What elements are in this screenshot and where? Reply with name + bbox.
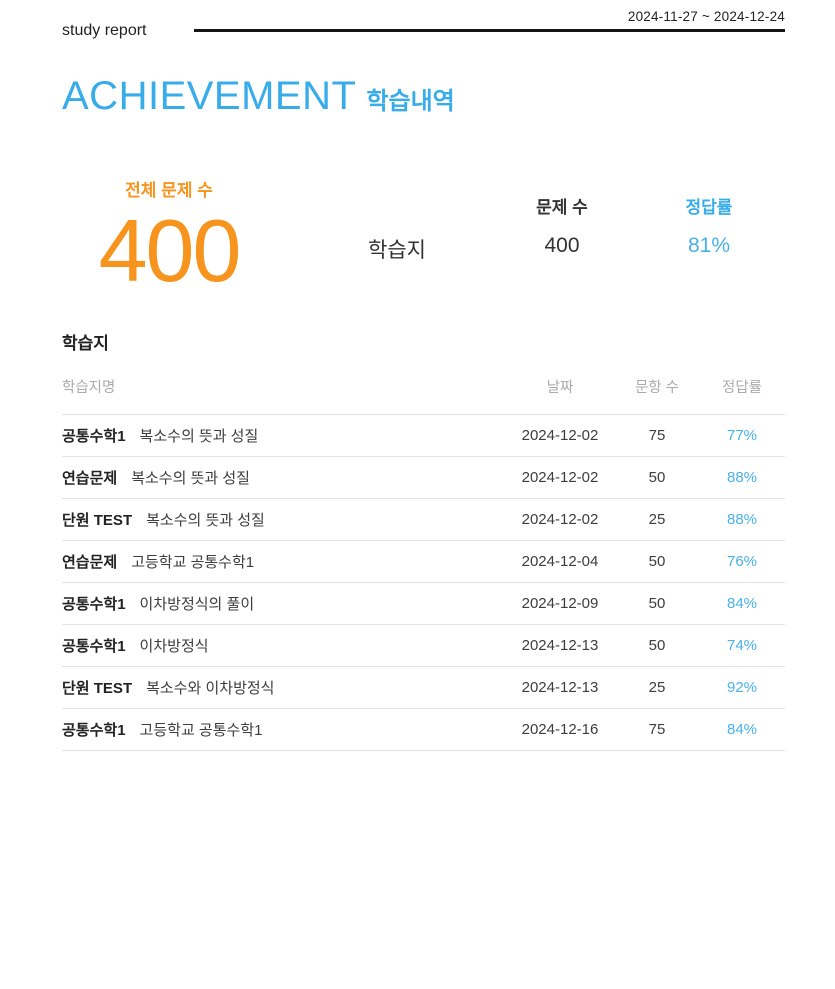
- row-date: 2024-12-16: [521, 721, 599, 738]
- row-type: 단원 TEST: [62, 680, 133, 697]
- row-title: 복소수의 뜻과 성질: [139, 428, 259, 445]
- row-count: 25: [648, 511, 666, 528]
- worksheet-table-section: 학습지 학습지명 날짜 문항 수 정답률 공통수학1 복소수의 뜻과 성질 202…: [62, 329, 785, 751]
- summary-accuracy-value: 81%: [687, 234, 731, 257]
- column-header-date: 날짜: [546, 380, 574, 396]
- row-type: 단원 TEST: [62, 512, 133, 529]
- table-row: 연습문제 복소수의 뜻과 성질 2024-12-02 50 88%: [62, 457, 785, 499]
- row-type: 공통수학1: [62, 596, 126, 613]
- report-date-range: 2024-11-27 ~ 2024-12-24: [627, 9, 785, 24]
- summary-accuracy-header: 정답률: [685, 198, 733, 217]
- row-count: 25: [648, 679, 666, 696]
- header-rule: [194, 28, 785, 32]
- row-title: 고등학교 공통수학1: [131, 554, 255, 571]
- row-accuracy: 92%: [726, 679, 758, 696]
- page-title: ACHIEVEMENT 학습내역: [62, 74, 455, 119]
- row-accuracy: 84%: [726, 595, 758, 612]
- summary-count-header: 문제 수: [536, 198, 588, 217]
- row-title: 이차방정식의 풀이: [139, 596, 255, 613]
- row-date: 2024-12-13: [521, 679, 599, 696]
- row-type: 공통수학1: [62, 638, 126, 655]
- column-header-name: 학습지명: [62, 380, 116, 396]
- row-count: 50: [648, 595, 666, 612]
- page-title-sub: 학습내역: [366, 88, 455, 115]
- row-type: 공통수학1: [62, 428, 126, 445]
- row-count: 75: [648, 427, 666, 444]
- row-type: 공통수학1: [62, 722, 126, 739]
- table-row: 단원 TEST 복소수와 이차방정식 2024-12-13 25 92%: [62, 667, 785, 709]
- row-date: 2024-12-02: [521, 469, 599, 486]
- row-title: 이차방정식: [139, 638, 209, 655]
- row-count: 50: [648, 553, 666, 570]
- row-accuracy: 76%: [726, 553, 758, 570]
- row-title: 복소수의 뜻과 성질: [131, 470, 250, 487]
- column-header-accuracy: 정답률: [721, 380, 763, 396]
- row-count: 50: [648, 637, 666, 654]
- table-row: 공통수학1 복소수의 뜻과 성질 2024-12-02 75 77%: [62, 415, 785, 457]
- row-count: 50: [648, 469, 666, 486]
- worksheet-section-title: 학습지: [62, 334, 109, 353]
- row-type: 연습문제: [62, 470, 118, 487]
- row-date: 2024-12-04: [521, 553, 599, 570]
- table-row: 공통수학1 이차방정식 2024-12-13 50 74%: [62, 625, 785, 667]
- row-accuracy: 77%: [726, 427, 758, 444]
- row-date: 2024-12-13: [521, 637, 599, 654]
- row-accuracy: 88%: [726, 511, 758, 528]
- row-accuracy: 84%: [726, 721, 758, 738]
- summary-section: 전체 문제 수 400 학습지 문제 수 400 정답률 81%: [0, 176, 835, 296]
- row-title: 복소수의 뜻과 성질: [146, 512, 265, 529]
- page-title-main: ACHIEVEMENT: [62, 74, 357, 118]
- row-count: 75: [648, 721, 666, 738]
- table-header-row: 학습지명 날짜 문항 수 정답률: [62, 376, 785, 415]
- table-row: 공통수학1 고등학교 공통수학1 2024-12-16 75 84%: [62, 709, 785, 751]
- report-header: study report: [62, 22, 785, 40]
- row-accuracy: 74%: [726, 637, 758, 654]
- row-date: 2024-12-02: [521, 511, 599, 528]
- table-row: 연습문제 고등학교 공통수학1 2024-12-04 50 76%: [62, 541, 785, 583]
- summary-row-label: 학습지: [368, 239, 426, 262]
- summary-count-value: 400: [544, 234, 580, 257]
- row-type: 연습문제: [62, 554, 118, 571]
- total-questions-value: 400: [98, 201, 242, 300]
- report-label: study report: [62, 22, 147, 39]
- table-row: 공통수학1 이차방정식의 풀이 2024-12-09 50 84%: [62, 583, 785, 625]
- row-date: 2024-12-02: [521, 427, 599, 444]
- row-title: 고등학교 공통수학1: [139, 722, 263, 739]
- column-header-count: 문항 수: [634, 380, 680, 396]
- total-questions-block: 전체 문제 수 400: [88, 176, 250, 295]
- table-row: 단원 TEST 복소수의 뜻과 성질 2024-12-02 25 88%: [62, 499, 785, 541]
- row-title: 복소수와 이차방정식: [146, 680, 275, 697]
- total-questions-label: 전체 문제 수: [125, 181, 213, 200]
- row-date: 2024-12-09: [521, 595, 599, 612]
- row-accuracy: 88%: [726, 469, 758, 486]
